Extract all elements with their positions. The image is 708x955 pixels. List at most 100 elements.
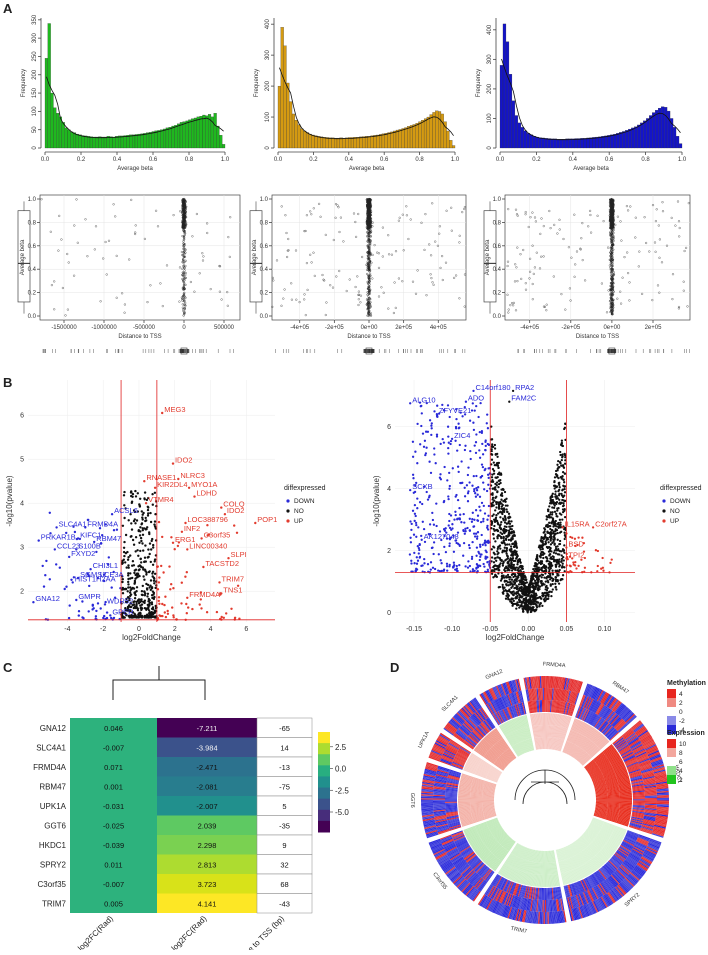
scatter-point [76, 199, 78, 201]
point-up [158, 521, 160, 523]
histogram-bar [536, 137, 539, 148]
point-not-significant [499, 479, 501, 481]
scatter-point [445, 262, 447, 264]
x-tick-label: 0.2 [532, 157, 541, 163]
point-not-significant [564, 538, 566, 540]
scatter-point [51, 284, 53, 286]
labelled-point-down [77, 537, 79, 539]
scatter-point [508, 309, 510, 311]
scatter-point [459, 235, 461, 237]
scatter-point [58, 215, 60, 217]
histogram-bar [62, 122, 65, 148]
point-not-significant [491, 481, 493, 483]
point-not-significant [504, 518, 506, 520]
point-not-significant [136, 586, 138, 588]
histogram-bar [90, 137, 93, 148]
point-not-significant [554, 493, 556, 495]
point-not-significant [560, 493, 562, 495]
scatter-point [641, 293, 643, 295]
point-not-significant [549, 557, 551, 559]
point-not-significant [559, 462, 561, 464]
point-not-significant [563, 495, 565, 497]
scatter-point [150, 284, 152, 286]
point-not-significant [552, 583, 554, 585]
y-tick-label: 400 [265, 19, 271, 30]
point-not-significant [134, 594, 136, 596]
point-not-significant [493, 537, 495, 539]
scatter-point [309, 254, 311, 256]
point-not-significant [532, 587, 534, 589]
point-up [158, 603, 160, 605]
scatter-point [654, 242, 656, 244]
point-not-significant [138, 614, 140, 616]
point-not-significant [149, 512, 151, 514]
scatter-point [382, 256, 384, 258]
point-up [206, 611, 208, 613]
point-not-significant [144, 520, 146, 522]
point-not-significant [538, 605, 540, 607]
y-tick-label: 0.2 [260, 291, 269, 297]
point-up [186, 571, 188, 573]
scatter-point [388, 253, 390, 255]
histogram-bar [539, 138, 542, 148]
scatter-point [559, 219, 561, 221]
point-not-significant [505, 595, 507, 597]
scatter-point [335, 217, 337, 219]
histogram-bar [340, 138, 343, 148]
scatter-point [157, 225, 159, 227]
scatter-point [181, 251, 183, 253]
scatter-point [634, 237, 636, 239]
point-down [69, 604, 71, 606]
point-not-significant [147, 604, 149, 606]
point-not-significant [563, 552, 565, 554]
histogram-bar [357, 137, 360, 148]
point-up [216, 611, 218, 613]
point-not-significant [562, 556, 564, 558]
scatter-point [285, 214, 287, 216]
scatter-point [678, 220, 680, 222]
point-not-significant [139, 599, 141, 601]
histogram-bar [673, 127, 676, 148]
point-not-significant [139, 505, 141, 507]
point-up [158, 596, 160, 598]
scatter-point [399, 217, 401, 219]
point-not-significant [561, 456, 563, 458]
gene-label-up: IDO2 [175, 456, 193, 465]
point-down [68, 617, 70, 619]
scatter-point [173, 214, 175, 216]
point-not-significant [136, 576, 138, 578]
point-not-significant [515, 607, 517, 609]
point-not-significant [493, 552, 495, 554]
labelled-point-down [104, 603, 106, 605]
histogram-bar [595, 137, 598, 148]
scatter-point [687, 306, 689, 308]
scatter-point [276, 260, 278, 262]
scatter-point [343, 241, 345, 243]
point-not-significant [538, 545, 540, 547]
legend-swatch [286, 509, 289, 512]
histogram-bar [127, 135, 130, 148]
y-tick-label: 0.6 [260, 244, 269, 250]
point-not-significant [551, 542, 553, 544]
scatter-point [314, 275, 316, 277]
scatter-point [522, 249, 524, 251]
y-tick-label: 0.4 [28, 267, 37, 273]
x-tick-label: 0.2 [309, 157, 318, 163]
x-tick-label: 2e+05 [395, 325, 413, 331]
point-not-significant [128, 567, 130, 569]
y-tick-label: 0.6 [28, 244, 37, 250]
point-not-significant [563, 479, 565, 481]
histogram-bar [631, 128, 634, 148]
histogram-bar [107, 136, 110, 148]
gene-label-up: LINC00340 [189, 541, 227, 550]
histogram-bar [203, 115, 206, 148]
histogram-bar [160, 130, 163, 148]
point-not-significant [510, 545, 512, 547]
y-tick-label: 100 [32, 106, 38, 117]
point-not-significant [511, 528, 513, 530]
point-not-significant [562, 511, 564, 513]
histogram-bar [533, 136, 536, 148]
scatter-point [590, 232, 592, 234]
histogram-bar [217, 126, 220, 148]
